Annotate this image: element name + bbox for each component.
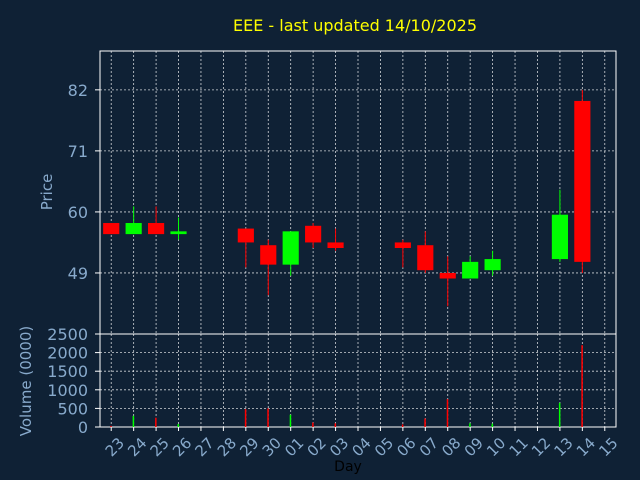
candle-body bbox=[462, 261, 479, 279]
volume-bar bbox=[312, 422, 314, 427]
volume-tick-label: 1000 bbox=[47, 381, 88, 400]
candle-body bbox=[125, 223, 142, 235]
volume-bar bbox=[401, 424, 404, 427]
candle-body bbox=[439, 272, 456, 279]
x-axis-label: Day bbox=[334, 459, 362, 475]
candle-body bbox=[282, 231, 299, 265]
candle-body bbox=[237, 228, 254, 243]
candle-body bbox=[574, 100, 591, 262]
price-tick-label: 82 bbox=[68, 81, 88, 100]
volume-bar bbox=[491, 423, 494, 427]
volume-bar bbox=[267, 408, 269, 427]
volume-bar bbox=[581, 345, 583, 427]
volume-bar bbox=[110, 425, 112, 427]
volume-tick-label: 1500 bbox=[47, 362, 88, 381]
volume-bar bbox=[424, 418, 426, 427]
volume-bar bbox=[558, 402, 561, 427]
volume-bar bbox=[469, 423, 471, 427]
candle-body bbox=[484, 259, 501, 271]
volume-bar bbox=[446, 399, 449, 427]
price-panel: 49 60 71 82 Price bbox=[38, 50, 617, 335]
volume-bar bbox=[132, 415, 135, 427]
candle-body bbox=[417, 245, 434, 271]
volume-bar bbox=[177, 424, 180, 427]
volume-tick-label: 2000 bbox=[47, 344, 88, 363]
candle-body bbox=[170, 231, 187, 235]
price-tick-label: 49 bbox=[68, 264, 88, 283]
volume-tick-label: 0 bbox=[78, 418, 88, 437]
price-axis-label: Price bbox=[38, 174, 56, 211]
price-tick-label: 71 bbox=[68, 142, 88, 161]
volume-bar bbox=[155, 417, 157, 427]
volume-bar bbox=[334, 423, 337, 427]
candle-body bbox=[327, 242, 344, 248]
candle-body bbox=[260, 245, 277, 265]
chart-title: EEE - last updated 14/10/2025 bbox=[233, 16, 477, 35]
volume-tick-label: 2500 bbox=[47, 325, 88, 344]
candle-body bbox=[103, 223, 120, 235]
candle-body bbox=[148, 223, 165, 235]
candle-body bbox=[305, 225, 322, 243]
volume-tick-label: 500 bbox=[57, 399, 88, 418]
candle-body bbox=[551, 214, 568, 260]
price-tick-label: 60 bbox=[68, 203, 88, 222]
volume-bar bbox=[289, 414, 292, 427]
candle-body bbox=[394, 242, 411, 248]
volume-axis-label: Volume (0000) bbox=[17, 326, 35, 436]
volume-bar bbox=[244, 409, 247, 427]
